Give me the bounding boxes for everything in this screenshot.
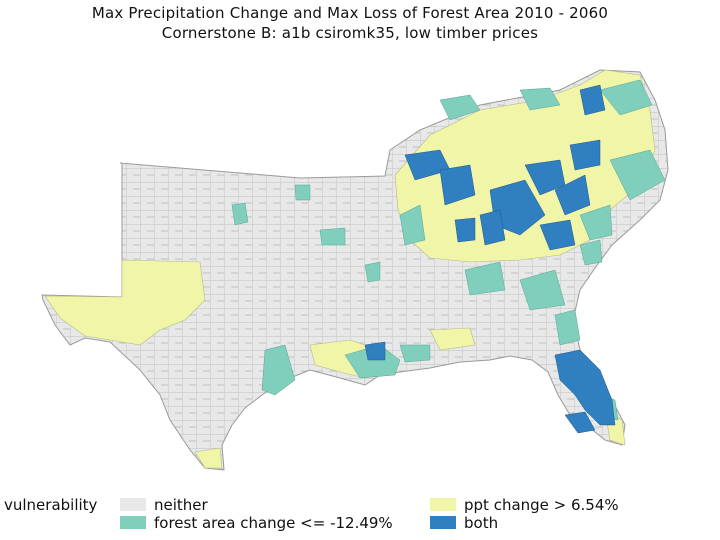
legend-swatch-both — [430, 516, 456, 529]
both-counties — [364, 84, 616, 434]
legend-label-neither: neither — [154, 496, 208, 514]
forest-loss-counties — [231, 79, 666, 421]
map-subtitle: Cornerstone B: a1b csiromk35, low timber… — [161, 24, 539, 42]
legend-swatch-neither — [120, 498, 146, 511]
map-title: Max Precipitation Change and Max Loss of… — [91, 4, 609, 22]
legend-swatch-ppt — [430, 498, 456, 511]
legend-swatch-forest — [120, 516, 146, 529]
legend-title: vulnerability — [4, 496, 98, 514]
region-ppt-texas-south — [194, 447, 223, 469]
legend-label-both: both — [464, 514, 499, 532]
region-ppt-texas-west — [44, 259, 206, 346]
legend-label-forest: forest area change <= -12.49% — [154, 514, 393, 532]
legend-label-ppt: ppt change > 6.54% — [464, 496, 619, 514]
region-ppt-georgia — [429, 327, 476, 351]
